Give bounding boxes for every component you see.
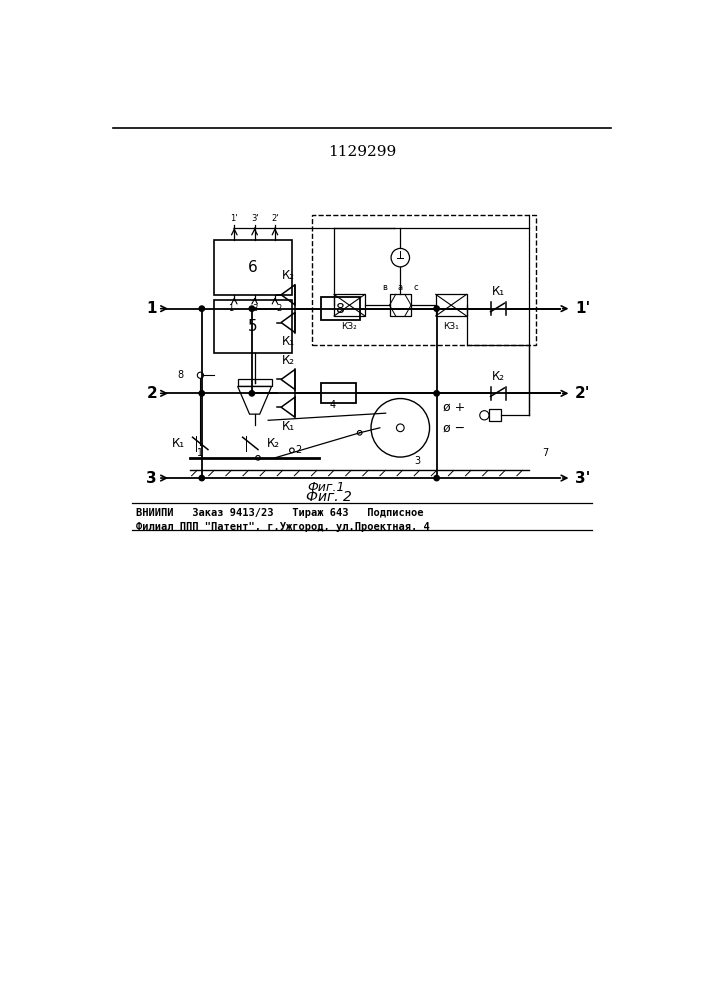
- Text: К₂: К₂: [492, 370, 505, 383]
- Text: 3': 3': [251, 214, 259, 223]
- Circle shape: [249, 391, 255, 396]
- Text: Фиг. 2: Фиг. 2: [306, 490, 352, 504]
- Bar: [321, 383, 356, 403]
- Text: К₂: К₂: [281, 354, 295, 367]
- Text: К₂: К₂: [281, 269, 295, 282]
- Text: К₁: К₁: [281, 335, 295, 348]
- Text: с: с: [414, 283, 418, 292]
- Text: К₁: К₁: [172, 437, 185, 450]
- Bar: [238, 379, 271, 386]
- Text: в: в: [382, 283, 387, 292]
- Bar: [436, 294, 467, 316]
- Text: 1': 1': [230, 214, 238, 223]
- Text: 7: 7: [542, 448, 549, 458]
- Text: ø −: ø −: [443, 422, 465, 434]
- Text: ВНИИПИ   Заказ 9413/23   Тираж 643   Подписное: ВНИИПИ Заказ 9413/23 Тираж 643 Подписное: [136, 508, 423, 518]
- Text: 2: 2: [146, 386, 157, 401]
- Text: 2: 2: [296, 445, 302, 455]
- Bar: [214, 300, 292, 353]
- Circle shape: [434, 475, 439, 481]
- Text: Филиал ППП "Патент", г.Ужгород, ул.Проектная, 4: Филиал ППП "Патент", г.Ужгород, ул.Проек…: [136, 522, 430, 532]
- Text: 1: 1: [228, 304, 233, 313]
- Text: 2': 2': [271, 214, 279, 223]
- Bar: [321, 297, 360, 320]
- Circle shape: [249, 306, 255, 311]
- Text: 3: 3: [414, 456, 420, 466]
- Text: 8: 8: [336, 302, 345, 316]
- Bar: [489, 409, 501, 421]
- Text: К₂: К₂: [267, 437, 280, 450]
- Circle shape: [434, 391, 439, 396]
- Bar: [390, 294, 411, 316]
- Text: КЗ₂: КЗ₂: [341, 322, 357, 331]
- Text: 5: 5: [248, 319, 258, 334]
- Text: 2: 2: [276, 304, 281, 313]
- Text: 8: 8: [177, 370, 184, 380]
- Text: К₁: К₁: [491, 285, 505, 298]
- Text: 3: 3: [146, 471, 157, 486]
- Circle shape: [199, 475, 204, 481]
- Text: К₁: К₁: [281, 420, 295, 433]
- Text: Фиг.1: Фиг.1: [307, 481, 344, 494]
- Text: а: а: [398, 283, 403, 292]
- Text: 1: 1: [197, 448, 203, 458]
- Circle shape: [197, 372, 204, 378]
- Circle shape: [434, 306, 439, 311]
- Bar: [334, 294, 365, 316]
- Text: 1': 1': [575, 301, 590, 316]
- Text: 3': 3': [575, 471, 590, 486]
- Text: 6: 6: [248, 260, 258, 275]
- Circle shape: [199, 391, 204, 396]
- Text: 3: 3: [252, 304, 257, 313]
- Text: ø +: ø +: [443, 401, 465, 414]
- Text: 2': 2': [575, 386, 590, 401]
- Text: КЗ₁: КЗ₁: [443, 322, 459, 331]
- Bar: [214, 240, 292, 295]
- Circle shape: [199, 306, 204, 311]
- Text: 4: 4: [329, 400, 336, 410]
- Text: 1129299: 1129299: [328, 145, 396, 159]
- Text: 1: 1: [146, 301, 157, 316]
